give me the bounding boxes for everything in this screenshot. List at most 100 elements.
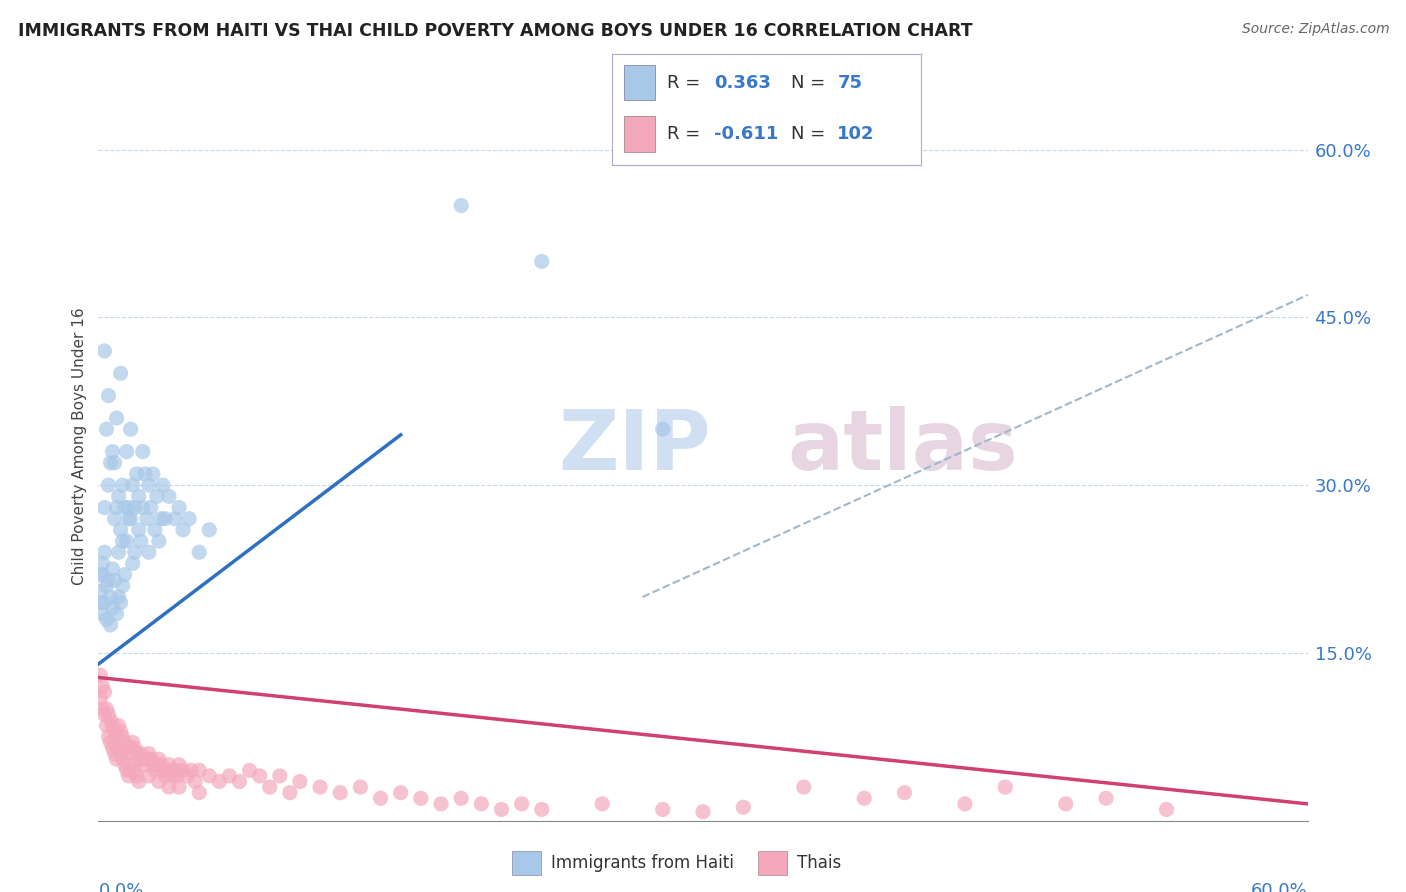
Point (97, 730, 120, 744)
Point (103, 573, 125, 587)
Point (329, 786, 352, 800)
Point (91, 680, 114, 694)
Text: N =: N = (792, 73, 831, 92)
Y-axis label: Child Poverty Among Boys Under 16: Child Poverty Among Boys Under 16 (72, 307, 87, 585)
Point (510, 797, 533, 811)
Point (994, 780, 1017, 794)
Point (142, 757, 165, 772)
Point (97, 478, 120, 492)
Point (114, 500, 136, 515)
FancyBboxPatch shape (512, 851, 541, 875)
Point (180, 764, 202, 778)
Point (105, 752, 128, 766)
Point (97, 389, 120, 403)
Point (208, 774, 231, 789)
Text: 102: 102 (838, 125, 875, 143)
Point (96, 718, 118, 732)
Text: Source: ZipAtlas.com: Source: ZipAtlas.com (1241, 22, 1389, 37)
Point (125, 747, 148, 761)
Point (198, 523, 221, 537)
Point (188, 764, 211, 778)
Point (167, 780, 190, 794)
Point (96, 612, 118, 626)
FancyBboxPatch shape (624, 116, 655, 152)
Point (160, 764, 183, 778)
Point (163, 764, 186, 778)
Point (93, 343, 115, 358)
Point (110, 523, 132, 537)
Point (152, 478, 174, 492)
Point (349, 780, 371, 794)
Point (172, 523, 194, 537)
Point (121, 478, 143, 492)
Point (93, 545, 115, 559)
Point (89, 596, 111, 610)
Point (153, 769, 176, 783)
Point (93, 596, 115, 610)
Point (105, 730, 128, 744)
Point (115, 764, 138, 778)
Point (132, 752, 155, 766)
Point (162, 769, 184, 783)
Point (134, 467, 156, 481)
Point (139, 500, 162, 515)
Point (450, 791, 472, 805)
Point (115, 444, 138, 458)
Point (91, 557, 114, 571)
Point (148, 752, 170, 766)
Point (166, 769, 188, 783)
Point (97, 707, 120, 722)
Point (409, 791, 432, 805)
Point (149, 511, 172, 525)
Point (118, 500, 141, 515)
Text: 75: 75 (838, 73, 862, 92)
Point (167, 500, 190, 515)
Point (239, 764, 262, 778)
Point (105, 411, 128, 425)
Point (124, 500, 146, 515)
Point (111, 478, 134, 492)
Point (156, 764, 179, 778)
Point (198, 769, 221, 783)
Point (893, 786, 915, 800)
Text: R =: R = (668, 73, 706, 92)
Point (100, 735, 122, 749)
Point (139, 752, 162, 766)
Text: Immigrants from Haiti: Immigrants from Haiti (551, 854, 734, 872)
Point (111, 534, 134, 549)
Point (228, 774, 250, 789)
Point (157, 757, 180, 772)
Point (96, 579, 118, 593)
Point (132, 500, 155, 515)
Point (105, 500, 128, 515)
Point (124, 545, 146, 559)
Point (389, 786, 412, 800)
Point (733, 800, 755, 814)
Point (120, 511, 142, 525)
Point (101, 718, 124, 732)
Point (103, 511, 125, 525)
Point (89, 567, 111, 582)
Point (153, 511, 176, 525)
Point (179, 511, 201, 525)
Point (142, 467, 165, 481)
Point (143, 523, 166, 537)
Point (114, 735, 136, 749)
Text: Thais: Thais (797, 854, 841, 872)
Point (651, 422, 673, 436)
Point (157, 780, 180, 794)
Point (120, 764, 142, 778)
Point (103, 456, 125, 470)
Point (100, 456, 122, 470)
Point (114, 757, 136, 772)
Point (121, 557, 143, 571)
Point (100, 590, 122, 604)
Text: ZIP: ZIP (558, 406, 710, 486)
Point (146, 489, 169, 503)
Point (100, 713, 122, 727)
Point (93, 685, 115, 699)
Point (121, 757, 143, 772)
Point (91, 567, 114, 582)
Point (530, 802, 553, 816)
Point (167, 757, 190, 772)
